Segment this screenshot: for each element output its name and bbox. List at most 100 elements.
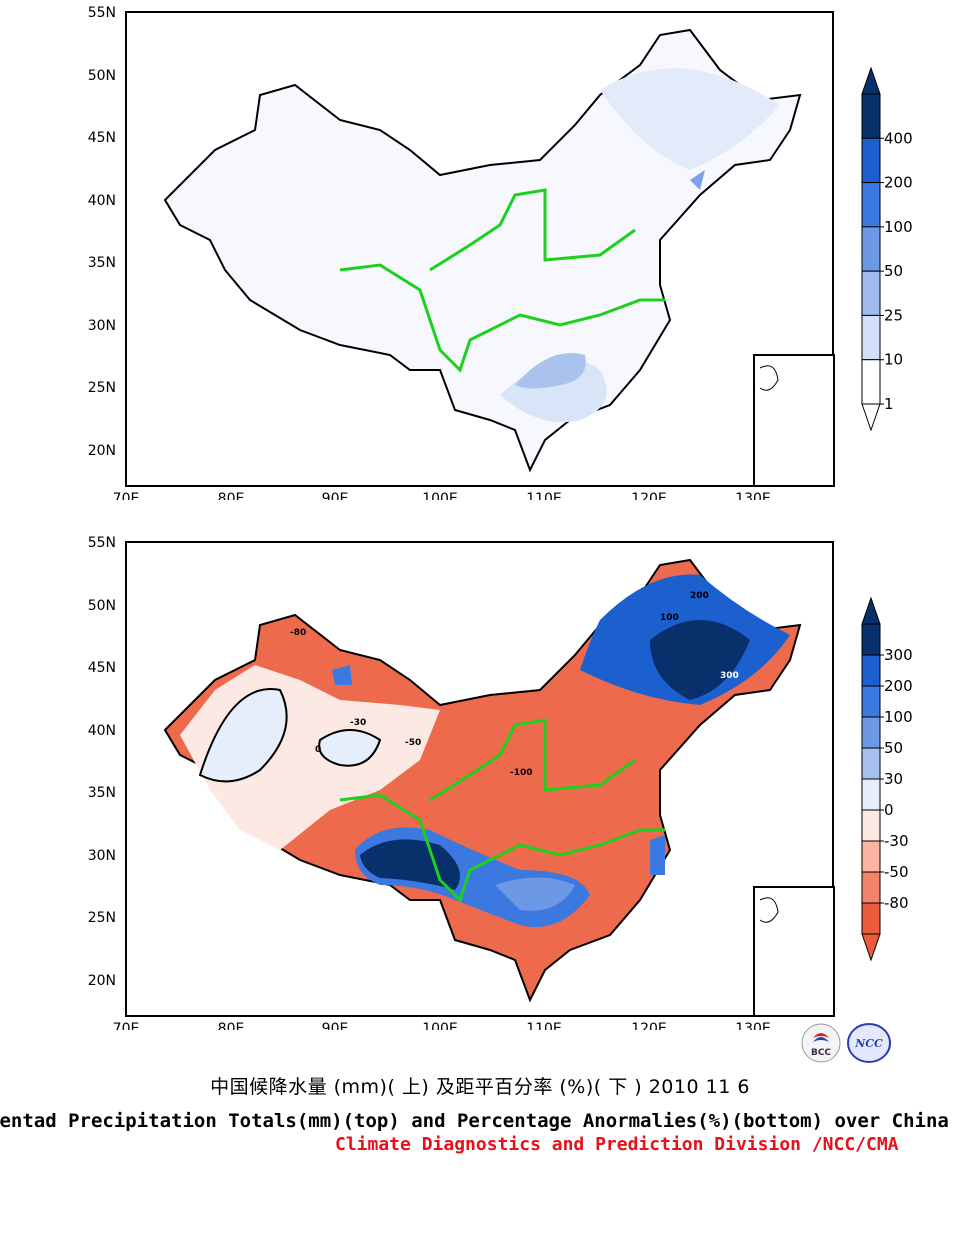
bottom-colorbar-label: -50 [884,863,909,881]
inset-coast-bottom [759,897,779,923]
b-lon-label-100: 100E [422,1021,458,1030]
lon-label-120: 120E [631,491,667,500]
top-colorbar-swatch [861,137,881,184]
top-colorbar-swatch [861,270,881,316]
b-lat-label-35: 35N [88,785,116,801]
contour-label-neg50: -50 [405,738,421,748]
yellow-river [429,188,636,272]
precip-patch-core [515,353,586,389]
top-colorbar-label: 100 [884,218,913,236]
yangtze-river-anomaly [339,793,665,903]
bottom-colorbar-swatch [861,685,881,718]
lat-label-40: 40N [88,193,116,209]
b-lat-label-55: 55N [88,535,116,551]
top-colorbar-swatch [861,359,881,405]
top-map-svg: 55N 50N 45N 40N 35N 30N 25N 20N 70E 80E … [88,5,913,500]
top-colorbar-swatch [861,314,881,361]
lat-label-35: 35N [88,255,116,271]
top-colorbar-label: 50 [884,262,903,280]
top-precipitation-map: 55N 50N 45N 40N 35N 30N 25N 20N 70E 80E … [0,0,960,500]
bottom-colorbar-label: -30 [884,832,909,850]
lat-label-25: 25N [88,380,116,396]
ncc-logo: NCC [846,1022,891,1064]
inset-coast [759,365,779,391]
caption-organization: Climate Diagnostics and Prediction Divis… [335,1134,899,1155]
anomaly-zhejiang [650,835,665,875]
top-colorbar-top-arrow [861,66,881,95]
bottom-colorbar-swatch [861,871,881,904]
lat-label-20: 20N [88,443,116,459]
lon-label-80: 80E [218,491,245,500]
bottom-colorbar-swatch [861,840,881,873]
precip-patch-northeast [600,68,780,170]
contour-label-neg80: -80 [290,628,306,638]
precip-patch-liaoning [690,170,705,190]
bcc-logo: BCC [800,1022,842,1064]
bottom-colorbar-swatch [861,809,881,842]
lat-label-45: 45N [88,130,116,146]
contour-label-300: 300 [720,671,739,681]
b-lat-label-50: 50N [88,598,116,614]
bottom-colorbar-label: 100 [884,708,913,726]
top-colorbar-swatch [861,226,881,272]
top-colorbar: 400 200 100 50 25 10 1 [861,66,913,432]
lat-label-55: 55N [88,5,116,21]
b-lon-label-110: 110E [526,1021,562,1030]
top-colorbar-swatch [861,182,881,228]
china-outline [163,28,802,473]
b-lon-label-120: 120E [631,1021,667,1030]
anomaly-xinjiang-zero [198,688,288,783]
bottom-colorbar-label: 30 [884,770,903,788]
contour-label-200: 200 [690,591,709,601]
bottom-colorbar-swatch [861,778,881,811]
bottom-south-china-sea-inset [753,886,835,1017]
lon-label-70: 70E [113,491,140,500]
bottom-colorbar-label: -80 [884,894,909,912]
anomaly-qinghai-zero [318,729,382,767]
top-colorbar-label: 1 [884,395,894,413]
top-colorbar-label: 200 [884,174,913,192]
svg-text:BCC: BCC [811,1048,831,1058]
bottom-colorbar-top-arrow [861,596,881,625]
contour-label-zero: 0 [315,745,321,755]
bottom-colorbar-swatch [861,747,881,780]
lat-label-50: 50N [88,68,116,84]
top-south-china-sea-inset [753,354,835,487]
bottom-colorbar-label: 200 [884,677,913,695]
top-colorbar-label: 25 [884,306,903,324]
lon-label-110: 110E [526,491,562,500]
b-lat-label-25: 25N [88,910,116,926]
bottom-colorbar-label: 300 [884,646,913,664]
yangtze-river [339,263,665,373]
bottom-colorbar-bottom-arrow [861,933,881,962]
b-lon-label-80: 80E [218,1021,245,1030]
bottom-colorbar-swatch [861,902,881,935]
top-colorbar-label: 10 [884,351,903,369]
svg-text:NCC: NCC [854,1037,883,1050]
b-lon-label-70: 70E [113,1021,140,1030]
b-lat-label-45: 45N [88,660,116,676]
caption-english: Pentad Precipitation Totals(mm)(top) and… [0,1110,949,1132]
bottom-colorbar-swatch [861,623,881,656]
anomaly-northeast-core [650,620,750,700]
bottom-colorbar-swatch [861,716,881,749]
anomaly-guizhou [495,877,575,911]
bottom-colorbar-label: 0 [884,801,894,819]
top-colorbar-label: 400 [884,129,913,147]
caption-chinese: 中国候降水量 (mm)( 上) 及距平百分率 (%)( 下 ) 2010 11 … [210,1076,750,1098]
bottom-colorbar-label: 50 [884,739,903,757]
top-colorbar-swatch [861,93,881,139]
bottom-anomaly-map: 100 200 300 -30 -50 -80 -100 0 55N 50N 4… [0,530,960,1030]
contour-label-neg100: -100 [510,768,533,778]
bottom-colorbar-swatch [861,654,881,687]
lon-label-130: 130E [735,491,771,500]
bottom-map-svg: 100 200 300 -30 -50 -80 -100 0 55N 50N 4… [88,535,913,1030]
anomaly-north-xinjiang [332,665,352,685]
lat-label-30: 30N [88,318,116,334]
b-lat-label-30: 30N [88,848,116,864]
b-lon-label-90: 90E [322,1021,349,1030]
lon-label-90: 90E [322,491,349,500]
b-lat-label-20: 20N [88,973,116,989]
b-lat-label-40: 40N [88,723,116,739]
